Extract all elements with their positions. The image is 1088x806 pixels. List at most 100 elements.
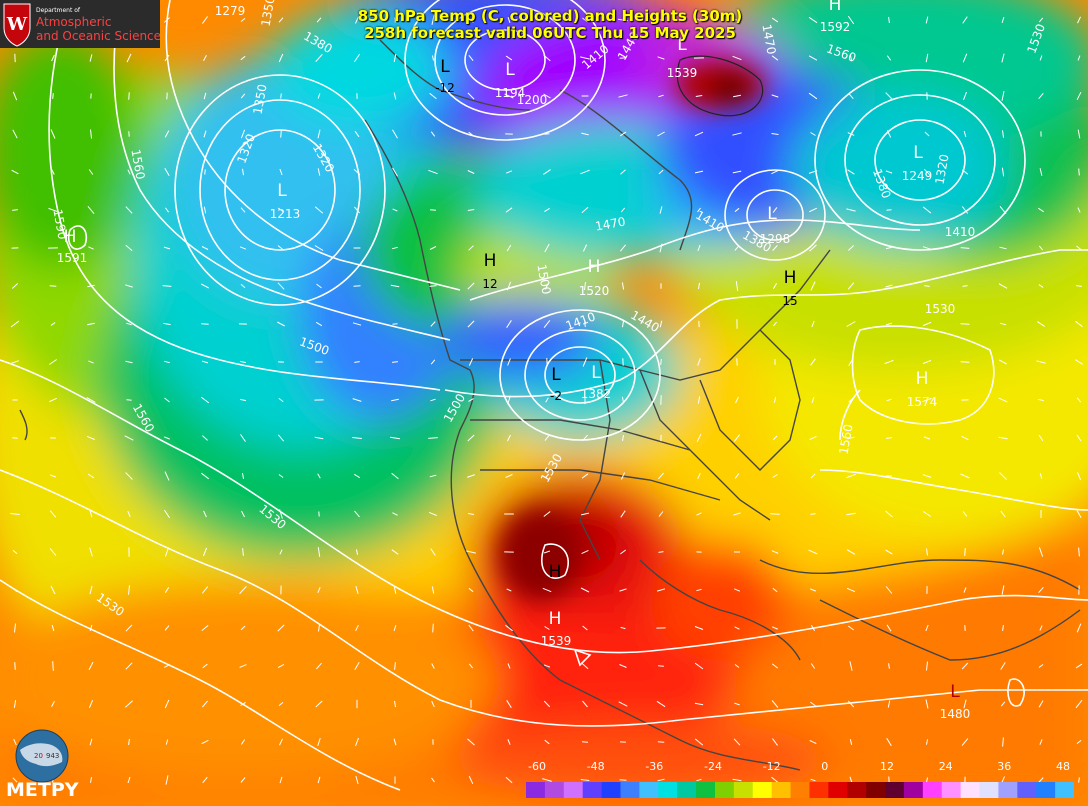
wind-arrow (582, 625, 588, 631)
center-value: 1539 (667, 66, 698, 80)
map-title: 850 hPa Temp (C, colored) and Heights (3… (300, 8, 800, 42)
wind-arrow (278, 474, 284, 478)
wind-arrow (1077, 207, 1081, 213)
logo-small-text: Department of (36, 7, 81, 14)
wind-arrow (203, 130, 207, 138)
wind-arrow (430, 548, 436, 556)
wind-arrow (394, 662, 396, 670)
center-value: 1574 (907, 395, 938, 409)
contour-label: 1200 (517, 93, 548, 107)
contour-label: 1560 (128, 148, 147, 181)
wind-arrow (125, 662, 133, 670)
wind-arrow (391, 398, 399, 402)
wind-arrow (544, 207, 550, 213)
wind-arrow (886, 624, 892, 632)
wind-arrow (772, 207, 778, 213)
wind-arrow (810, 473, 816, 479)
wind-arrow (277, 282, 285, 290)
wind-arrow (1002, 549, 1004, 555)
wind-arrow (1038, 17, 1044, 23)
wind-arrow (620, 549, 626, 555)
center-symbol: L (767, 204, 777, 224)
wind-arrow (582, 700, 588, 708)
wind-arrow (772, 435, 778, 441)
center-value: 1480 (940, 707, 971, 721)
wind-arrow (1077, 16, 1081, 24)
wind-arrow (429, 511, 437, 517)
wind-arrow (428, 437, 438, 439)
wind-arrow (11, 169, 19, 175)
colorbar-swatch (544, 782, 565, 798)
wind-arrow (1038, 284, 1044, 288)
wind-arrow (430, 398, 436, 402)
colorbar-tick-label: -36 (645, 760, 663, 773)
wind-arrow (240, 701, 246, 707)
wind-arrow (13, 738, 17, 746)
wind-arrow (734, 473, 740, 479)
wind-arrow (961, 206, 969, 214)
wind-arrow (658, 511, 664, 517)
wind-arrow (11, 474, 19, 478)
wind-arrow (1001, 167, 1005, 177)
wind-arrow (430, 321, 436, 327)
center-value: 1592 (820, 20, 851, 34)
wind-arrow (430, 359, 436, 365)
wind-arrow (88, 246, 94, 250)
wind-arrow (507, 395, 511, 405)
wind-arrow (620, 472, 626, 480)
wind-arrow (242, 473, 244, 479)
wind-arrow (922, 206, 932, 214)
wind-arrow (659, 206, 663, 214)
colorbar-swatch (960, 782, 981, 798)
wind-arrow (468, 16, 474, 24)
wind-arrow (619, 664, 627, 668)
wind-arrow (925, 699, 929, 709)
colorbar-swatch (866, 782, 886, 798)
wind-arrow (808, 207, 818, 213)
wind-arrow (466, 550, 476, 554)
center-symbol: L (277, 181, 287, 201)
wind-arrow (164, 397, 170, 403)
wind-arrow (771, 133, 779, 135)
wind-arrow (353, 168, 361, 176)
wind-arrow (808, 549, 818, 555)
wind-arrow (694, 662, 704, 670)
wind-arrow (506, 170, 512, 174)
wind-arrow (963, 91, 967, 101)
wind-arrow (847, 436, 855, 440)
wind-arrow (809, 739, 817, 745)
wind-arrow (998, 397, 1008, 403)
center-symbol: L (913, 143, 923, 163)
wind-arrow (619, 131, 627, 137)
wind-arrow (87, 284, 95, 288)
wind-arrow (51, 624, 55, 632)
wind-arrow (925, 624, 929, 632)
wind-arrow (467, 209, 475, 211)
wind-arrow (622, 435, 624, 441)
wind-arrow (125, 206, 133, 214)
contour-label: 1320 (933, 153, 952, 186)
wind-arrow (202, 700, 208, 708)
wind-arrow (164, 547, 170, 557)
wind-arrow (280, 130, 282, 138)
wind-arrow (317, 776, 321, 784)
wind-arrow (355, 16, 359, 24)
wind-arrow (278, 53, 284, 63)
wind-arrow (694, 626, 704, 630)
wind-arrow-icon (10, 15, 1083, 785)
wind-arrow (89, 624, 93, 632)
wind-arrow (467, 434, 475, 442)
contour-label: 1590 (50, 208, 69, 241)
colorbar-swatch (885, 782, 905, 798)
wind-arrow (543, 550, 551, 554)
wind-arrow (848, 625, 854, 631)
wind-arrow (201, 586, 209, 594)
wind-arrow (354, 130, 360, 138)
wind-arrow (127, 511, 131, 517)
wind-arrow (507, 17, 511, 23)
wind-arrow (506, 320, 512, 328)
wind-arrow (201, 625, 209, 631)
wind-arrow (885, 549, 893, 555)
wind-arrow (467, 92, 475, 100)
wind-arrow (773, 321, 777, 327)
